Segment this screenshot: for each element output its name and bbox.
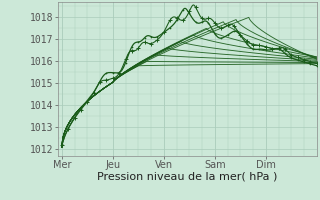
X-axis label: Pression niveau de la mer( hPa ): Pression niveau de la mer( hPa ) xyxy=(97,172,277,182)
